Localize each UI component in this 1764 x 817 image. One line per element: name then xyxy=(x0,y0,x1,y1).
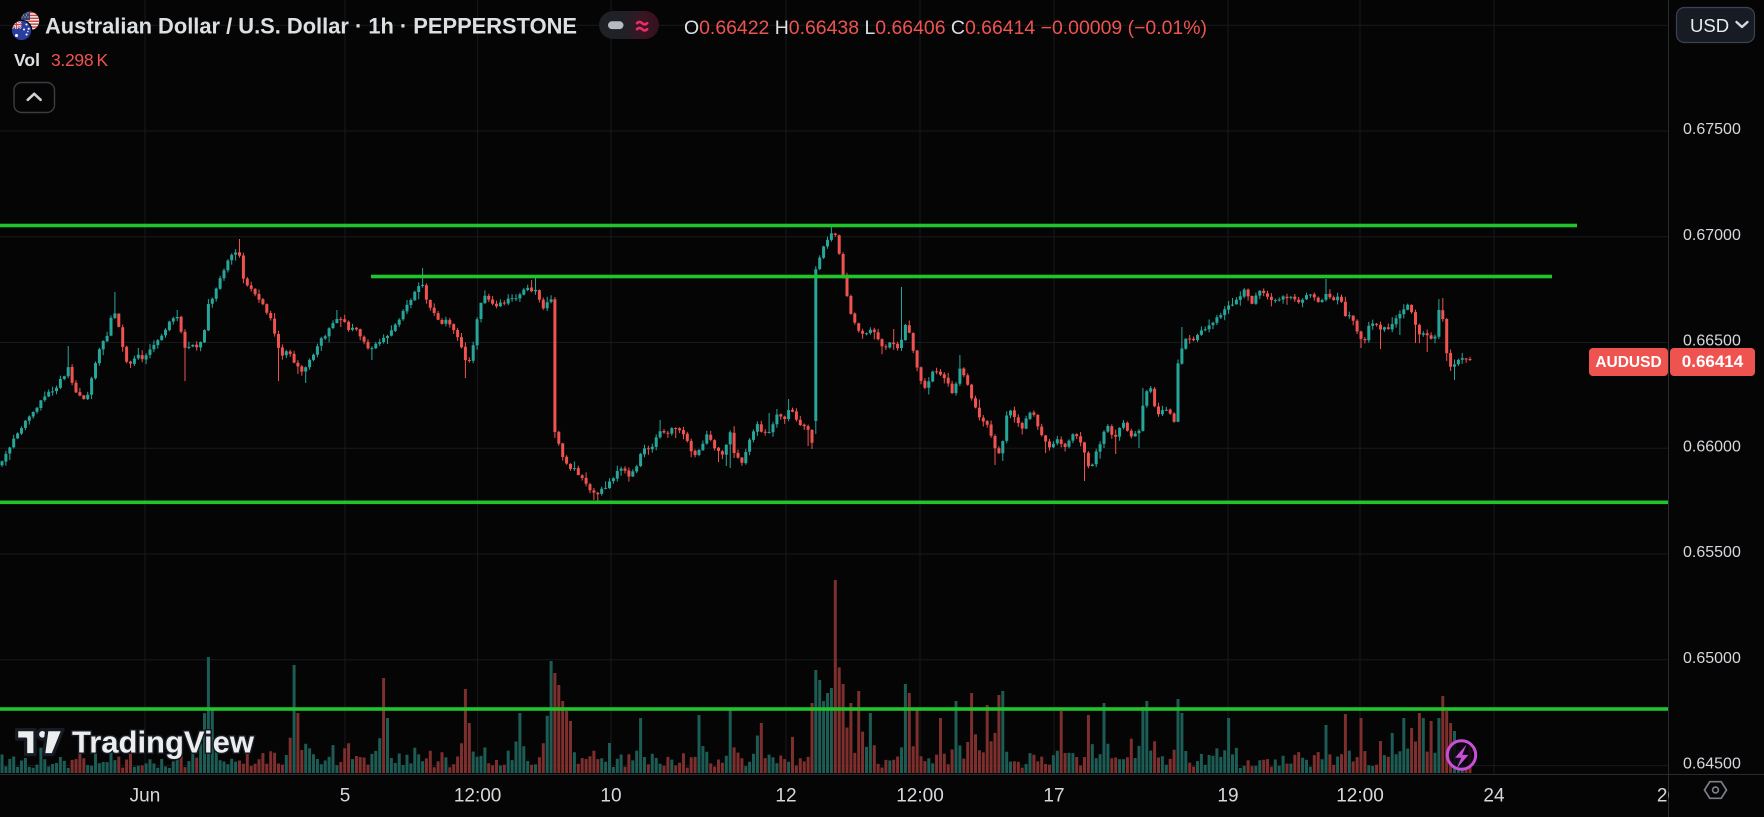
svg-text:Vol: Vol xyxy=(14,50,40,70)
svg-text:12: 12 xyxy=(775,786,796,807)
svg-text:5: 5 xyxy=(340,786,351,807)
svg-text:O0.66422 H0.66438 L0.66406: O0.66422 H0.66438 L0.66406 C0.66414 −0.0… xyxy=(684,17,1207,39)
svg-text:17: 17 xyxy=(1043,786,1064,807)
svg-text:0.66000: 0.66000 xyxy=(1683,438,1741,455)
svg-text:12:00: 12:00 xyxy=(1336,786,1384,807)
svg-text:24: 24 xyxy=(1483,786,1505,807)
svg-text:0.66500: 0.66500 xyxy=(1683,333,1741,350)
svg-text:0.67000: 0.67000 xyxy=(1683,227,1741,244)
svg-text:12:00: 12:00 xyxy=(454,786,502,807)
svg-text:USD: USD xyxy=(1690,15,1729,36)
svg-text:TradingView: TradingView xyxy=(72,726,254,760)
svg-text:Jun: Jun xyxy=(130,786,161,807)
svg-text:0.66414: 0.66414 xyxy=(1682,352,1744,371)
svg-text:19: 19 xyxy=(1217,786,1238,807)
svg-text:AUDUSD: AUDUSD xyxy=(1595,354,1661,371)
svg-text:0.67500: 0.67500 xyxy=(1683,121,1741,138)
svg-text:0.64500: 0.64500 xyxy=(1683,756,1741,773)
svg-text:12:00: 12:00 xyxy=(896,786,944,807)
svg-text:10: 10 xyxy=(600,786,621,807)
svg-text:0.65000: 0.65000 xyxy=(1683,650,1741,667)
svg-text:3.298 K: 3.298 K xyxy=(51,50,108,70)
svg-text:0.65500: 0.65500 xyxy=(1683,544,1741,561)
svg-text:Australian Dollar / U.S. Dolla: Australian Dollar / U.S. Dollar · 1h · P… xyxy=(45,14,577,39)
